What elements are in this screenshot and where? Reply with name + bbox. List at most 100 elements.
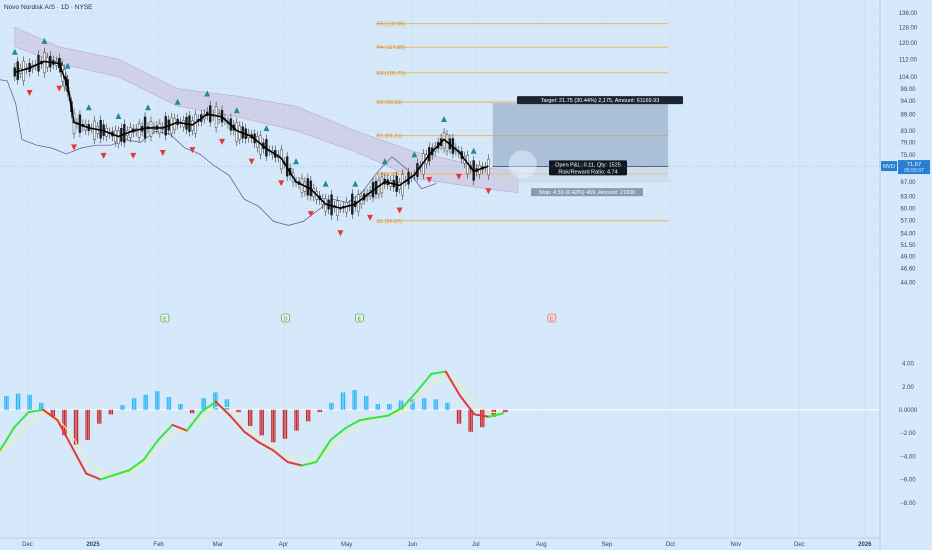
candle-body — [72, 113, 76, 135]
event-marker-label: E — [163, 316, 167, 322]
up-signal-marker — [115, 112, 122, 119]
down-signal-marker — [100, 152, 107, 159]
macd-histogram-bar — [251, 409, 253, 427]
up-signal-marker — [11, 48, 18, 55]
event-marker[interactable] — [281, 313, 290, 323]
macd-line-segment — [229, 414, 246, 433]
target-label: Target: 21.75 (30.44%) 2,175, Amount: 61… — [517, 96, 683, 105]
macd-line-segment — [42, 408, 59, 422]
candle-body — [22, 60, 25, 82]
macd-line-segment — [171, 423, 188, 432]
macd-histogram-bar — [77, 409, 79, 445]
pnl-label-text: Open P&L: 0.11, Qty: 1525 — [555, 162, 621, 168]
macd-histogram-bar — [435, 399, 437, 410]
macd-histogram-bar — [50, 409, 52, 417]
event-marker[interactable] — [160, 313, 170, 323]
macd-histogram-bar — [87, 409, 89, 440]
macd-histogram-bar — [274, 409, 276, 443]
macd-histogram-bar — [294, 409, 296, 431]
macd-histogram-bar — [178, 404, 180, 410]
down-signal-marker — [26, 90, 33, 97]
macd-histogram-bar — [145, 394, 147, 410]
macd-histogram-bar — [191, 409, 193, 414]
event-marker[interactable] — [355, 313, 364, 323]
price-tick-label: 44.00 — [900, 280, 916, 286]
macd-histogram-bar — [352, 390, 354, 410]
risk-reward-label-text: Risk/Reward Ratio: 4.74 — [558, 169, 617, 175]
macd-histogram-bar — [363, 395, 366, 410]
macd-histogram-bar — [189, 409, 192, 414]
macd-line-segment — [473, 413, 490, 418]
macd-line-segment — [13, 411, 30, 429]
macd-histogram-bar — [375, 404, 377, 410]
down-signal-marker — [159, 150, 166, 157]
candle-body — [117, 130, 120, 144]
pnl-label-bg — [549, 160, 627, 169]
macd-histogram-bar — [62, 409, 64, 436]
macd-histogram-bar — [5, 395, 8, 410]
pnl-label: Open P&L: 0.11, Qty: 1525 — [549, 160, 627, 169]
macd-histogram-bar — [39, 402, 41, 410]
macd-line-segment — [300, 461, 318, 467]
macd-histogram-bar — [111, 409, 114, 415]
long-position-tool[interactable]: Target: 21.75 (30.44%) 2,175, Amount: 61… — [492, 96, 683, 197]
macd-histogram-bar — [30, 394, 32, 410]
pivot-label: R3 (105.75) — [376, 71, 405, 77]
up-signal-marker — [145, 104, 152, 111]
macd-histogram-bar — [27, 394, 29, 410]
time-tick-label: Dec — [794, 542, 805, 548]
macd-histogram-bar — [433, 399, 435, 410]
macd-line-segment — [142, 438, 160, 461]
macd-histogram-bar — [97, 409, 99, 424]
time-tick-label: 2025 — [86, 542, 100, 548]
down-signal-marker — [455, 173, 462, 180]
up-signal-marker — [263, 125, 270, 132]
risk-reward-label: Risk/Reward Ratio: 4.74 — [549, 167, 627, 176]
up-signal-marker — [85, 104, 92, 111]
macd-histogram-bar — [307, 409, 309, 422]
time-axis[interactable]: Dec 2025 Feb Mar Apr May Jun Jul Aug Sep Oct Nov Dec… — [0, 537, 880, 548]
macd-histogram-bar — [446, 402, 449, 410]
stop-label: Stop: 4.59 (6.42%) 459, Amount: 21000 — [531, 188, 643, 197]
price-tick-label: 112.00 — [899, 57, 918, 63]
macd-histogram-bar — [19, 393, 21, 410]
macd-histogram-bar — [506, 409, 508, 413]
macd-line-segment — [0, 426, 16, 452]
pivot-label: S1 (56.87) — [376, 219, 402, 225]
macd-line-segment — [200, 400, 217, 414]
macd-histogram-bar — [355, 390, 357, 410]
macd-histogram-bar — [227, 399, 230, 410]
macd-histogram-bar — [460, 409, 462, 424]
macd-histogram-bar — [155, 391, 157, 410]
up-signal-marker — [233, 107, 240, 114]
symbol-tag: NVO — [883, 164, 896, 170]
macd-line-segment — [185, 411, 203, 432]
up-signal-marker — [293, 158, 300, 165]
time-tick-label: Nov — [731, 542, 742, 548]
price-tick-label: 104.00 — [899, 75, 918, 81]
macd-histogram-bar — [85, 409, 87, 440]
event-marker-label: E — [358, 316, 362, 322]
macd-line-segment — [401, 390, 418, 409]
last-price-bg — [898, 160, 930, 175]
macd-histogram-bar — [295, 409, 298, 431]
macd-histogram-bar — [412, 399, 414, 410]
symbol-tag-bg — [881, 161, 897, 172]
signal-markers — [11, 37, 492, 237]
macd-histogram-bar — [131, 398, 134, 410]
macd-histogram-bar — [320, 409, 322, 413]
macd-histogram-bar — [224, 399, 226, 410]
event-marker[interactable] — [547, 313, 557, 323]
macd-histogram-bar — [493, 409, 495, 417]
up-signal-marker — [41, 37, 48, 44]
macd-histogram-bar — [468, 409, 470, 432]
macd-histogram-bar — [166, 397, 168, 410]
macd-histogram-bar — [179, 404, 182, 410]
price-tick-label: 49.00 — [900, 255, 916, 261]
price-tick-label: 57.00 — [900, 219, 916, 225]
macd-histogram-bar — [378, 404, 380, 410]
time-tick-label: Apr — [279, 542, 288, 548]
